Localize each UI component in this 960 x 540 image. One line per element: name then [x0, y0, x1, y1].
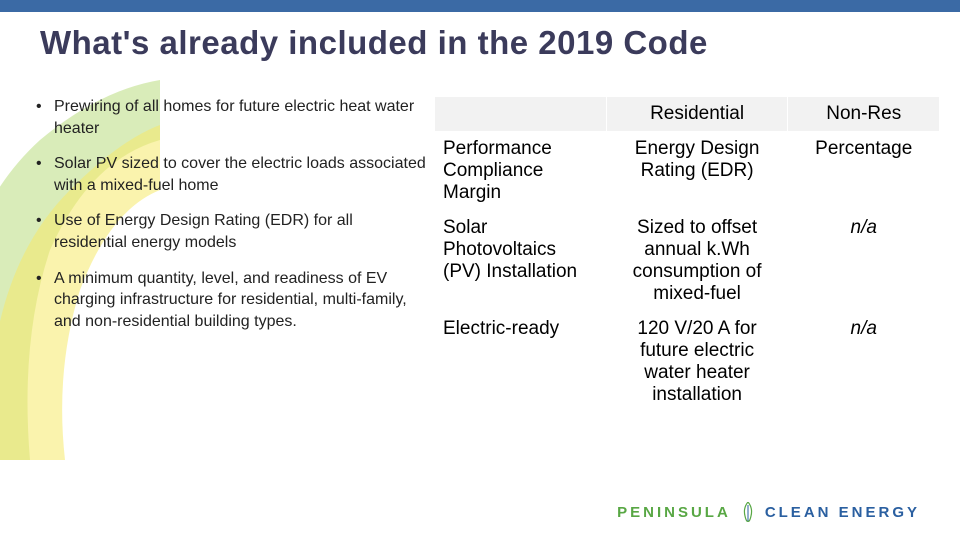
row-residential: 120 V/20 A for future electric water hea…: [606, 312, 788, 413]
table-row: Electric-ready 120 V/20 A for future ele…: [435, 312, 940, 413]
table-header-nonres: Non-Res: [788, 97, 940, 132]
bullet-item: Use of Energy Design Rating (EDR) for al…: [30, 210, 430, 253]
bullet-item: Prewiring of all homes for future electr…: [30, 96, 430, 139]
footer-logo: PENINSULA CLEAN ENERGY: [617, 502, 920, 522]
logo-word-peninsula: PENINSULA: [617, 504, 731, 521]
row-label: Solar Photovoltaics (PV) Installation: [435, 211, 607, 312]
slide: What's already included in the 2019 Code…: [0, 0, 960, 540]
row-residential: Sized to offset annual k.Wh consumption …: [606, 211, 788, 312]
row-label: Electric-ready: [435, 312, 607, 413]
row-nonres: n/a: [788, 312, 940, 413]
table-header-row: Residential Non-Res: [435, 97, 940, 132]
table-header-residential: Residential: [606, 97, 788, 132]
code-table: Residential Non-Res Performance Complian…: [434, 96, 940, 490]
bullet-item: A minimum quantity, level, and readiness…: [30, 268, 430, 333]
top-accent-bar: [0, 0, 960, 12]
row-nonres: n/a: [788, 211, 940, 312]
row-nonres: Percentage: [788, 132, 940, 211]
table-header-empty: [435, 97, 607, 132]
table-row: Performance Compliance Margin Energy Des…: [435, 132, 940, 211]
table-row: Solar Photovoltaics (PV) Installation Si…: [435, 211, 940, 312]
content-area: Prewiring of all homes for future electr…: [30, 96, 940, 490]
leaf-icon: [741, 502, 755, 522]
bullet-item: Solar PV sized to cover the electric loa…: [30, 153, 430, 196]
row-residential: Energy Design Rating (EDR): [606, 132, 788, 211]
logo-word-clean-energy: CLEAN ENERGY: [765, 504, 920, 521]
slide-title: What's already included in the 2019 Code: [40, 24, 940, 62]
bullet-list: Prewiring of all homes for future electr…: [30, 96, 430, 490]
row-label: Performance Compliance Margin: [435, 132, 607, 211]
